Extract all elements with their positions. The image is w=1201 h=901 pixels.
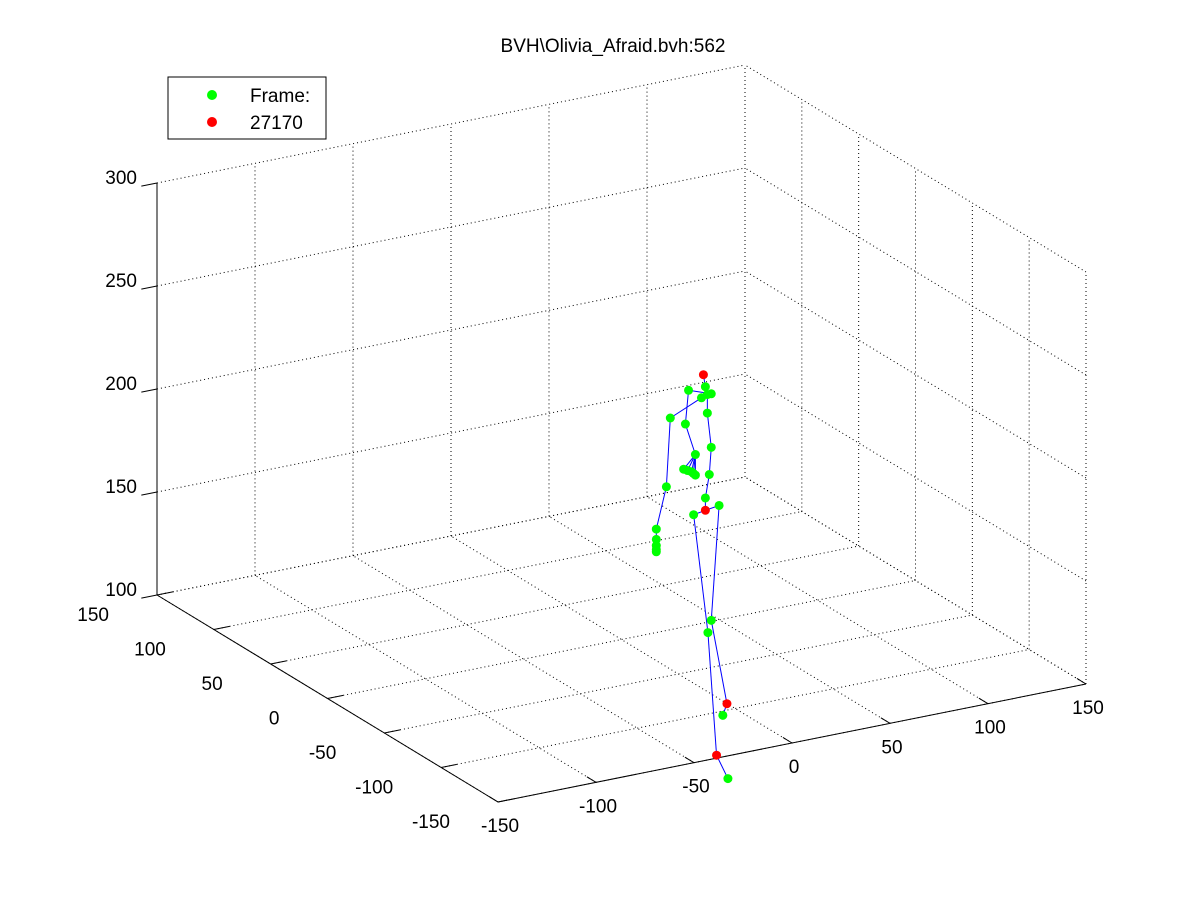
joint-r_collar bbox=[706, 389, 716, 399]
bone-r_shoulder-r_elbow bbox=[684, 390, 690, 425]
joint-head_end bbox=[698, 370, 708, 380]
joint-l_knee bbox=[703, 628, 713, 638]
legend-box bbox=[167, 76, 327, 140]
joint-r_hip bbox=[714, 500, 724, 510]
joint-r_hand5 bbox=[690, 470, 700, 480]
joint-r_shoulder bbox=[684, 385, 694, 395]
bone-l_hip-l_knee bbox=[693, 514, 709, 633]
z-tick-label: 250 bbox=[105, 271, 137, 292]
x-tick-label: 0 bbox=[789, 757, 800, 778]
y-tick-label: 50 bbox=[202, 674, 223, 695]
joint-spine1 bbox=[704, 470, 714, 479]
x-tick-mark bbox=[488, 796, 499, 803]
joint-r_toe bbox=[718, 710, 728, 720]
x-tick-label: 100 bbox=[974, 718, 1006, 739]
x-tick-mark bbox=[684, 756, 695, 764]
joint-r_ankle bbox=[722, 699, 732, 709]
z-tick-mark bbox=[141, 594, 158, 599]
y-tick-mark bbox=[156, 591, 173, 596]
right-wall-grid-line-z bbox=[744, 270, 1087, 479]
legend-marker-frame-number bbox=[207, 117, 217, 127]
z-tick-mark bbox=[141, 285, 158, 290]
joint-spine3 bbox=[702, 408, 712, 418]
tick-labels: -150 -100 -50 0 50 100 150 -150 -100 -50 0 50 100 150… bbox=[77, 168, 1104, 837]
y-tick-mark bbox=[327, 694, 344, 699]
bone-l_shoulder-l_elbow bbox=[665, 417, 671, 487]
x-tick-label: -50 bbox=[682, 777, 709, 798]
bone-l_elbow-l_wrist bbox=[655, 486, 667, 530]
y-tick-mark bbox=[384, 729, 401, 734]
legend-marker-frame bbox=[207, 90, 217, 100]
x-tick-mark bbox=[1076, 678, 1087, 685]
y-tick-mark bbox=[497, 798, 514, 803]
joint-r_elbow bbox=[680, 419, 690, 429]
chart-title: BVH\Olivia_Afraid.bvh:562 bbox=[501, 36, 726, 57]
bone-r_knee-r_ankle bbox=[710, 620, 728, 704]
bone-l_knee-l_ankle bbox=[707, 632, 718, 756]
joint-l_collar bbox=[696, 393, 706, 403]
floor-grid-line-x bbox=[548, 515, 891, 724]
joint-l_wrist bbox=[651, 524, 661, 534]
z-tick-mark bbox=[141, 388, 158, 393]
x-tick-label: -100 bbox=[579, 796, 617, 817]
joint-spine2 bbox=[706, 442, 716, 452]
floor-grid-line-x bbox=[646, 496, 989, 705]
y-tick-label: -150 bbox=[412, 812, 450, 833]
z-tick-label: 100 bbox=[105, 580, 137, 601]
bone-r_hip-r_knee bbox=[710, 505, 720, 621]
floor-grid-line-x bbox=[254, 574, 597, 783]
y-tick-label: -50 bbox=[309, 743, 336, 764]
joint-l_toe bbox=[723, 774, 733, 784]
legend-label-frame-number: 27170 bbox=[250, 113, 303, 134]
joint-l_shoulder bbox=[665, 413, 675, 423]
joint-l_elbow bbox=[661, 482, 671, 492]
joint-l_hand1 bbox=[651, 534, 661, 544]
joint-hips bbox=[700, 505, 710, 515]
floor-grid-line-x bbox=[450, 535, 793, 744]
right-wall-grid-line-z bbox=[744, 476, 1087, 685]
y-tick-mark bbox=[270, 660, 287, 665]
x-tick-mark bbox=[978, 697, 989, 705]
y-tick-label: 100 bbox=[134, 640, 166, 661]
y-tick-label: 0 bbox=[269, 709, 280, 730]
bone-spine1-spine2 bbox=[708, 447, 712, 475]
joint-r_knee bbox=[706, 615, 716, 625]
z-tick-label: 300 bbox=[105, 168, 137, 189]
x-tick-mark bbox=[880, 717, 891, 724]
right-wall-grid-line-z bbox=[744, 64, 1087, 273]
z-tick-label: 200 bbox=[105, 374, 137, 395]
x-tick-mark bbox=[586, 776, 597, 783]
joint-l_ankle bbox=[712, 750, 722, 760]
joint-l_hand4 bbox=[651, 547, 661, 557]
joint-markers bbox=[651, 370, 733, 784]
z-tick-mark bbox=[141, 491, 158, 496]
joint-spine0 bbox=[700, 493, 710, 503]
floor-grid-line-x bbox=[352, 555, 695, 764]
bone-l_collar-l_shoulder bbox=[670, 397, 702, 419]
legend-label-frame: Frame: bbox=[250, 86, 310, 107]
y-tick-mark bbox=[213, 625, 230, 630]
x-tick-label: 150 bbox=[1072, 698, 1104, 719]
joint-r_wrist bbox=[690, 450, 700, 460]
x-tick-label: -150 bbox=[481, 816, 519, 837]
y-tick-mark bbox=[441, 763, 457, 768]
y-tick-label: 150 bbox=[77, 605, 109, 626]
right-wall-grid-line-z bbox=[744, 373, 1087, 582]
joint-l_hip bbox=[689, 510, 699, 520]
legend: Frame: 27170 bbox=[167, 76, 327, 140]
bone-spine2-spine3 bbox=[706, 413, 712, 448]
joint-head bbox=[700, 382, 710, 392]
axis-lines bbox=[141, 182, 1087, 803]
x-tick-label: 50 bbox=[881, 737, 902, 758]
z-tick-label: 150 bbox=[105, 477, 137, 498]
z-tick-mark bbox=[141, 182, 158, 187]
x-tick-mark bbox=[782, 737, 793, 744]
y-tick-label: -100 bbox=[355, 778, 393, 799]
bone-r_elbow-r_wrist bbox=[684, 423, 696, 455]
right-wall-grid-line-z bbox=[744, 167, 1087, 376]
